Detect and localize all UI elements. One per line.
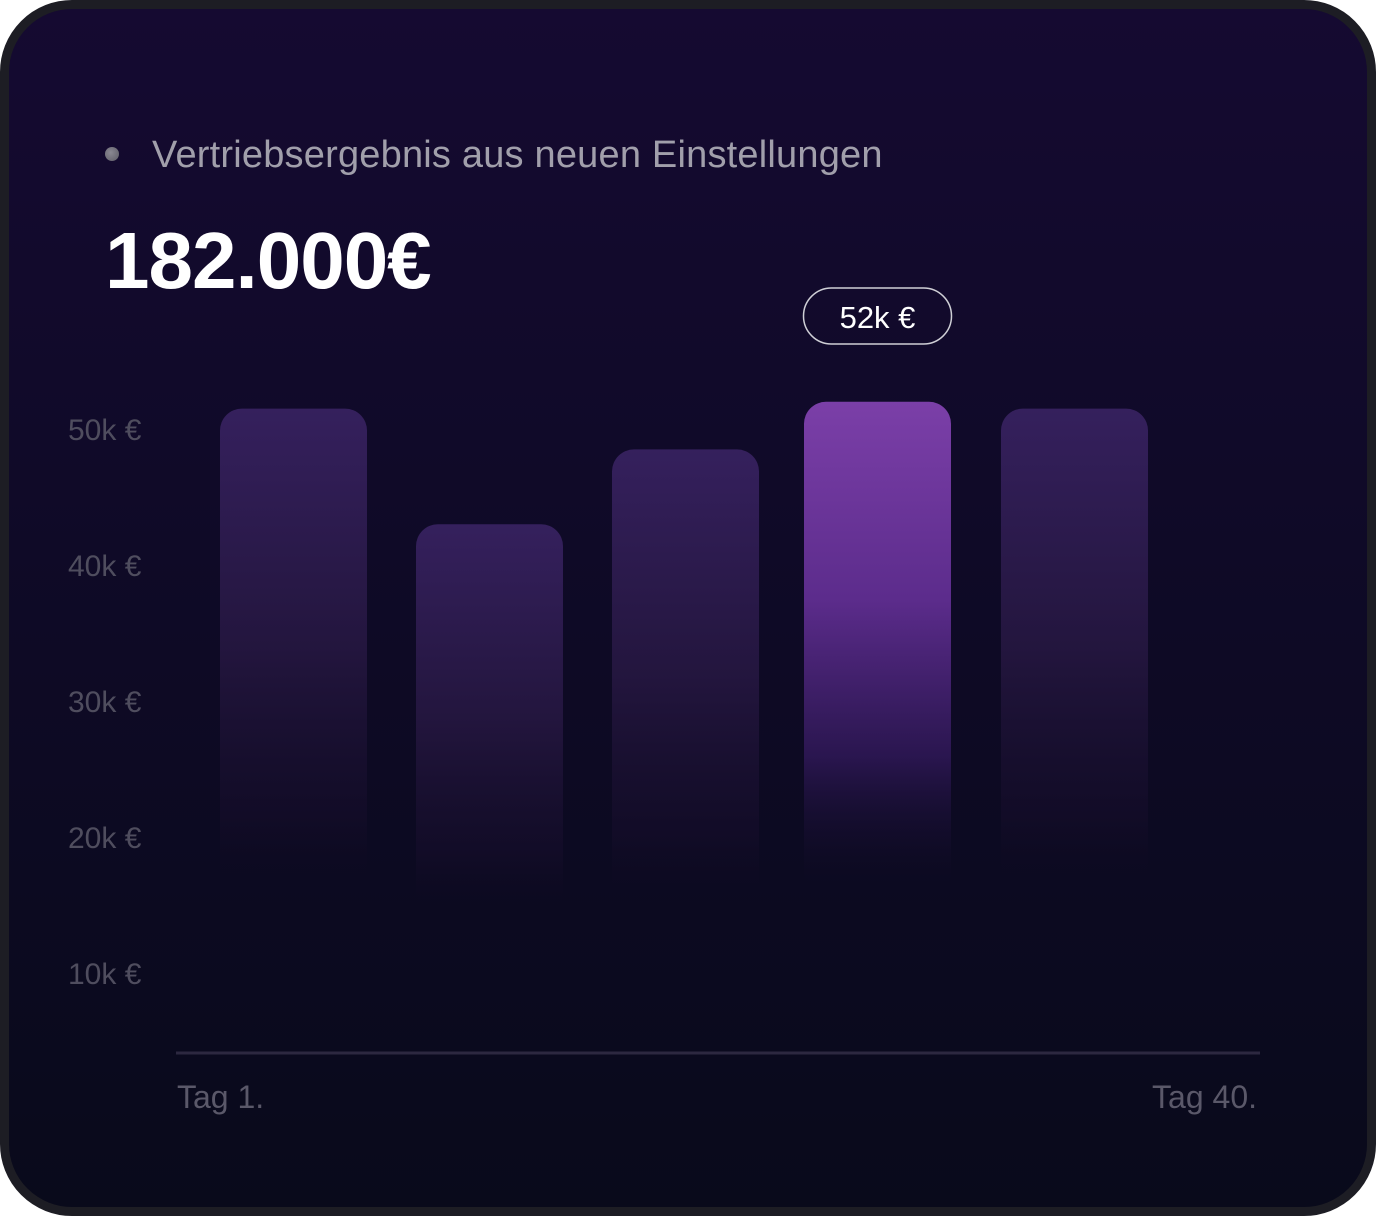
y-tick-label: 30k € [68,686,142,719]
y-tick-label: 50k € [68,414,142,447]
bar-highlighted[interactable] [804,401,951,895]
legend-dot-icon [105,147,119,161]
x-tick-label-end: Tag 40. [1152,1079,1257,1115]
bar[interactable] [1001,408,1148,890]
chart-subtitle: Vertriebsergebnis aus neuen Einstellunge… [152,134,883,176]
x-tick-label-start: Tag 1. [177,1079,264,1115]
bar[interactable] [220,408,367,890]
value-tooltip [802,287,953,345]
total-value: 182.000€ [105,216,432,305]
bar[interactable] [416,524,563,915]
bar[interactable] [612,449,759,905]
y-tick-label: 20k € [68,822,142,855]
value-tooltip-label: 52k € [840,300,916,335]
y-tick-label: 10k € [68,958,142,991]
y-tick-label: 40k € [68,550,142,583]
